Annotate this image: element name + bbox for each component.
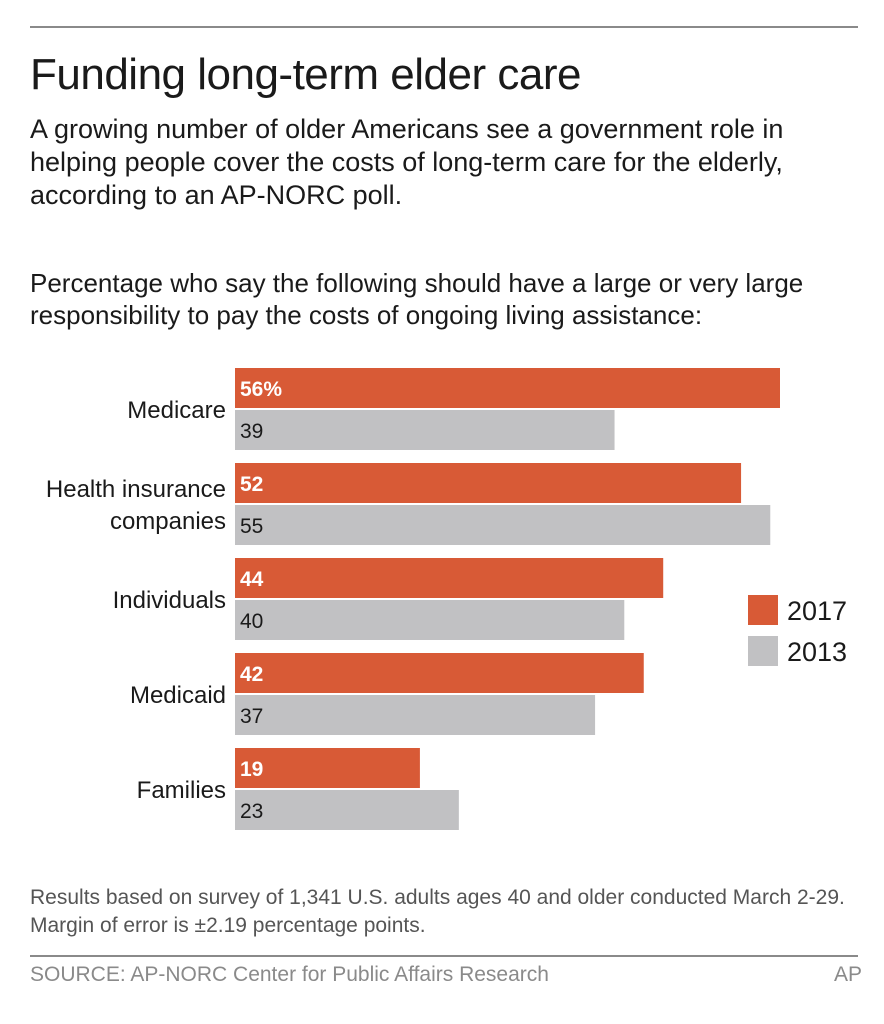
data-label-2017: 44 (240, 568, 264, 591)
chart-question: Percentage who say the following should … (30, 268, 804, 330)
data-label-2017: 52 (240, 473, 263, 496)
data-label-2013: 39 (240, 420, 263, 443)
bar-2017 (235, 558, 664, 598)
legend-swatch-2013 (748, 636, 778, 666)
bar-2017 (235, 748, 420, 788)
bar-2017 (235, 368, 780, 408)
category-label: Health insurance (46, 476, 226, 503)
category-label: companies (110, 508, 226, 535)
category-label: Medicaid (130, 682, 226, 709)
footnote: Results based on survey of 1,341 U.S. ad… (30, 886, 845, 937)
chart-subtitle: A growing number of older Americans see … (30, 114, 784, 210)
credit-line: AP (833, 963, 862, 986)
bar-chart: 56% 39 Medicare 52 55 Health insurance compani… (46, 368, 847, 830)
category-label: Families (137, 777, 226, 804)
category-label: Medicare (127, 397, 226, 424)
data-label-2013: 37 (240, 705, 263, 728)
bar-2013 (235, 600, 625, 640)
source-line: SOURCE: AP-NORC Center for Public Affair… (30, 963, 549, 986)
legend-swatch-2017 (748, 595, 778, 625)
bar-2017 (235, 653, 644, 693)
bar-2013 (235, 695, 596, 735)
bottom-rule (30, 955, 858, 957)
legend-label-2013: 2013 (787, 637, 847, 667)
data-label-2013: 55 (240, 515, 263, 538)
category-label: Individuals (113, 587, 226, 614)
data-label-2017: 56% (240, 378, 282, 401)
legend-label-2017: 2017 (787, 596, 847, 626)
chart-title: Funding long-term elder care (30, 50, 581, 99)
data-label-2017: 42 (240, 663, 263, 686)
bar-2013 (235, 790, 459, 830)
data-label-2017: 19 (240, 758, 263, 781)
bar-2013 (235, 505, 771, 545)
data-label-2013: 23 (240, 800, 263, 823)
top-rule (30, 26, 858, 28)
data-label-2013: 40 (240, 610, 263, 633)
bar-2017 (235, 463, 742, 503)
bar-2013 (235, 410, 615, 450)
